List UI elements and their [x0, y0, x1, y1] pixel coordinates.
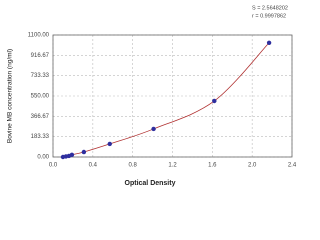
data-point [212, 98, 217, 104]
y-tick-label: 1100.00 [28, 33, 50, 39]
y-axis-label: Bovine MB concentration (ng/ml) [7, 49, 14, 143]
chart: Optical Density Bovine MB concentration … [0, 0, 300, 200]
page: Optical Density Bovine MB concentration … [0, 0, 300, 200]
data-point [266, 40, 272, 45]
x-tick-label: 0.0 [49, 163, 58, 169]
x-tick-label: 1.6 [208, 163, 217, 169]
background [0, 0, 300, 200]
y-tick-label: 550.00 [31, 94, 50, 100]
x-axis-label: Optical Density [125, 180, 176, 187]
x-tick-label: 1.2 [168, 163, 177, 169]
y-tick-label: 733.33 [31, 73, 50, 79]
plot-frame [52, 34, 293, 158]
annotation: S = 2.5648202 [252, 5, 288, 11]
x-tick-label: 2.0 [248, 163, 257, 169]
y-tick-label: 183.33 [31, 134, 50, 140]
x-tick-label: 0.8 [128, 163, 137, 169]
data-point [107, 141, 112, 147]
y-tick-label: 366.67 [31, 114, 50, 120]
x-tick-label: 2.4 [288, 163, 297, 169]
data-point [81, 149, 87, 155]
y-tick-label: 916.67 [31, 53, 50, 59]
data-point [69, 152, 75, 157]
x-tick-label: 0.4 [89, 163, 98, 169]
annotation: r = 0.9997862 [252, 13, 286, 19]
data-point [151, 126, 156, 132]
y-tick-label: 0.00 [37, 155, 49, 161]
